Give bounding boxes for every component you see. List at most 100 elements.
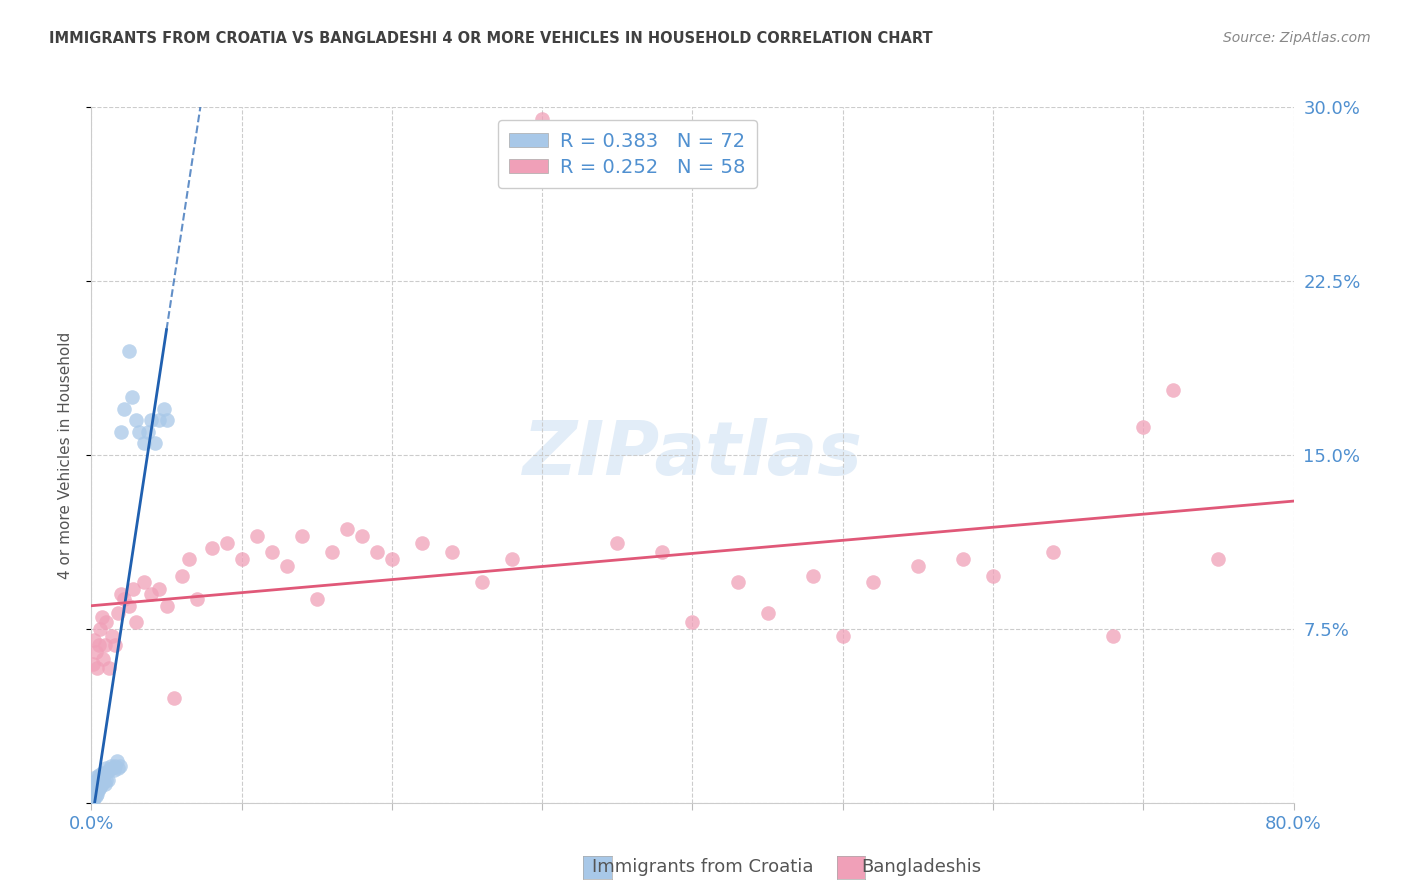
Point: [89, 775, 111, 789]
Point: [84, 775, 107, 789]
Point: [83, 780, 105, 794]
Point: [104, 758, 127, 772]
Point: [260, 545, 283, 559]
Point: [148, 582, 170, 597]
Point: [305, 591, 328, 606]
Point: [381, 552, 404, 566]
Point: [87, 775, 110, 789]
Point: [121, 390, 143, 404]
Point: [86, 777, 108, 791]
Point: [96, 615, 118, 629]
Point: [125, 615, 148, 629]
Point: [215, 536, 238, 550]
Point: [118, 343, 141, 358]
Point: [104, 638, 127, 652]
Text: Bangladeshis: Bangladeshis: [860, 858, 981, 876]
Point: [84, 645, 107, 659]
Point: [952, 552, 974, 566]
Point: [531, 112, 554, 126]
Point: [110, 587, 132, 601]
Point: [108, 758, 131, 772]
Point: [336, 522, 359, 536]
Point: [84, 780, 107, 794]
Point: [1208, 552, 1230, 566]
Point: [82, 791, 104, 805]
Point: [94, 638, 117, 652]
Point: [107, 606, 129, 620]
Y-axis label: 4 or more Vehicles in Household: 4 or more Vehicles in Household: [58, 331, 73, 579]
Point: [291, 529, 314, 543]
Point: [89, 770, 111, 784]
Point: [471, 575, 494, 590]
Point: [86, 661, 108, 675]
Point: [114, 591, 136, 606]
Point: [148, 413, 170, 427]
Text: Immigrants from Croatia: Immigrants from Croatia: [592, 858, 814, 876]
Point: [83, 777, 105, 791]
Point: [110, 425, 132, 439]
Point: [84, 784, 107, 798]
Point: [87, 781, 110, 796]
Point: [97, 772, 120, 787]
Point: [86, 781, 108, 796]
Point: [86, 784, 108, 798]
Point: [186, 591, 208, 606]
Point: [84, 781, 107, 796]
Point: [138, 425, 160, 439]
Point: [82, 781, 104, 796]
Point: [163, 691, 186, 706]
Point: [170, 568, 193, 582]
Point: [83, 787, 105, 801]
Point: [105, 754, 128, 768]
Point: [177, 552, 200, 566]
Point: [82, 657, 104, 671]
Point: [89, 780, 111, 794]
Point: [651, 545, 673, 559]
Point: [90, 610, 112, 624]
Point: [1132, 420, 1154, 434]
Point: [122, 582, 145, 597]
Point: [86, 780, 108, 794]
Point: [93, 770, 115, 784]
Point: [143, 436, 166, 450]
Point: [94, 765, 117, 780]
Point: [83, 789, 105, 803]
Point: [82, 789, 104, 803]
Legend: R = 0.383   N = 72, R = 0.252   N = 58: R = 0.383 N = 72, R = 0.252 N = 58: [498, 120, 756, 188]
Point: [107, 761, 129, 775]
Point: [981, 568, 1004, 582]
Point: [1042, 545, 1064, 559]
Point: [84, 780, 107, 794]
Point: [83, 775, 105, 789]
Point: [756, 606, 779, 620]
Point: [862, 575, 884, 590]
Point: [1102, 629, 1125, 643]
Point: [440, 545, 463, 559]
Point: [155, 413, 177, 427]
Point: [87, 768, 110, 782]
Point: [83, 787, 105, 801]
Point: [152, 401, 174, 416]
Point: [155, 599, 177, 613]
Text: IMMIGRANTS FROM CROATIA VS BANGLADESHI 4 OR MORE VEHICLES IN HOUSEHOLD CORRELATI: IMMIGRANTS FROM CROATIA VS BANGLADESHI 4…: [49, 31, 932, 46]
Point: [321, 545, 343, 559]
Point: [98, 764, 121, 778]
Point: [82, 793, 104, 807]
Point: [96, 772, 118, 787]
Point: [201, 541, 224, 555]
Point: [84, 775, 107, 789]
Point: [118, 599, 141, 613]
Point: [98, 661, 121, 675]
Point: [87, 638, 110, 652]
Point: [606, 536, 628, 550]
Point: [87, 777, 110, 791]
Point: [411, 536, 433, 550]
Text: Source: ZipAtlas.com: Source: ZipAtlas.com: [1223, 31, 1371, 45]
Point: [86, 772, 108, 787]
Point: [82, 789, 104, 803]
Point: [96, 761, 118, 775]
Point: [90, 765, 112, 780]
Text: ZIPatlas: ZIPatlas: [523, 418, 862, 491]
Point: [84, 787, 107, 801]
Point: [246, 529, 269, 543]
